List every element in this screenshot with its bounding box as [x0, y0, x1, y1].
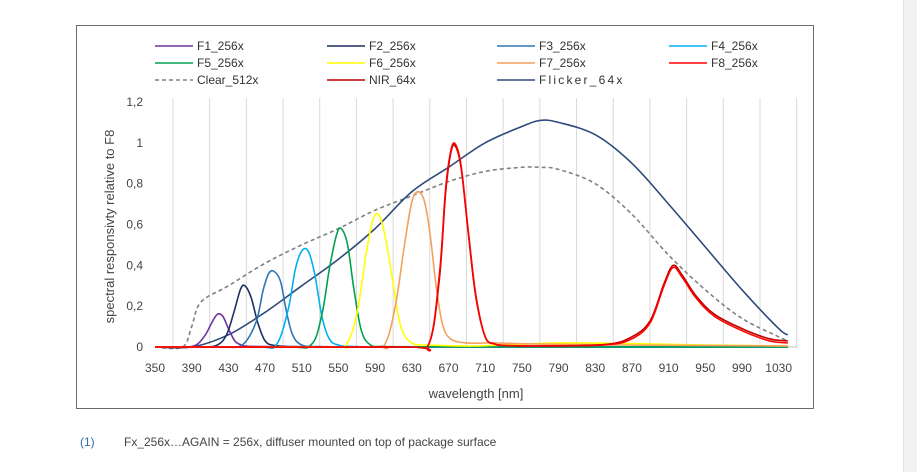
vertical-gridlines [172, 98, 798, 347]
x-tick-label: 910 [659, 361, 679, 375]
x-tick-label: 950 [695, 361, 715, 375]
legend-label-f1-256x: F1_256x [197, 39, 244, 53]
footnote-number: (1) [80, 435, 95, 449]
x-tick-label: 350 [145, 361, 165, 375]
series-line-f1-256x [154, 313, 788, 348]
legend-label-nir-64x: NIR_64x [369, 73, 416, 87]
x-tick-label: 990 [732, 361, 752, 375]
legend: F1_256x F2_256x F3_256x F4_256x F5_256x F6_25… [155, 39, 758, 87]
data-series [154, 119, 789, 352]
series-line-f7-256x [154, 191, 788, 350]
y-tick-label: 0,8 [126, 177, 143, 191]
x-tick-label: 510 [292, 361, 312, 375]
x-tick-label: 830 [585, 361, 605, 375]
x-tick-label: 590 [365, 361, 385, 375]
series-line-f3-256x [154, 269, 788, 349]
series-line-flicker-64x [154, 119, 789, 349]
legend-label-clear-512x: Clear_512x [197, 73, 258, 87]
y-tick-label: 0 [136, 340, 143, 354]
legend-label-f6-256x: F6_256x [369, 56, 416, 70]
legend-label-f4-256x: F4_256x [711, 39, 758, 53]
x-tick-label: 630 [402, 361, 422, 375]
legend-label-f2-256x: F2_256x [369, 39, 416, 53]
scrollbar-gutter[interactable] [903, 0, 917, 472]
x-axis-label: wavelength [nm] [428, 386, 524, 401]
series-line-f6-256x [154, 212, 788, 349]
y-tick-label: 1,2 [126, 95, 143, 109]
spectral-responsivity-chart: 0 0,2 0,4 0,6 0,8 1 1,2 350 390 430 470 510 550 590 6… [102, 39, 798, 401]
y-tick-label: 0,6 [126, 218, 143, 232]
y-axis-label: spectral responsivty relative to F8 [102, 130, 117, 324]
x-tick-labels: 350 390 430 470 510 550 590 630 670 710 750 790 830 8… [145, 361, 792, 375]
y-tick-label: 0,2 [126, 299, 143, 313]
x-tick-label: 750 [512, 361, 532, 375]
x-tick-label: 710 [475, 361, 495, 375]
footnote-text: Fx_256x…AGAIN = 256x, diffuser mounted o… [124, 435, 497, 449]
series-line-clear-512x [154, 166, 789, 350]
legend-label-f8-256x: F8_256x [711, 56, 758, 70]
footnote: (1) Fx_256x…AGAIN = 256x, diffuser mounte… [80, 435, 496, 449]
legend-label-f3-256x: F3_256x [539, 39, 586, 53]
x-tick-label: 790 [549, 361, 569, 375]
x-tick-label: 430 [218, 361, 238, 375]
x-tick-label: 670 [438, 361, 458, 375]
series-line-f5-256x [154, 227, 788, 349]
x-tick-label: 1030 [765, 361, 792, 375]
y-tick-labels: 0 0,2 0,4 0,6 0,8 1 1,2 [126, 95, 143, 354]
legend-label-f5-256x: F5_256x [197, 56, 244, 70]
legend-label-f7-256x: F7_256x [539, 56, 586, 70]
series-line-f8-256x [154, 142, 788, 352]
chart-frame: 0 0,2 0,4 0,6 0,8 1 1,2 350 390 430 470 510 550 590 6… [76, 25, 814, 409]
x-tick-label: 390 [182, 361, 202, 375]
legend-label-flicker-64x: Flicker_64x [539, 73, 625, 87]
x-tick-label: 870 [622, 361, 642, 375]
top-cropped-text-strip [0, 0, 917, 8]
x-tick-label: 550 [328, 361, 348, 375]
series-line-nir-64x [154, 144, 788, 352]
x-tick-label: 470 [255, 361, 275, 375]
y-tick-label: 1 [136, 136, 143, 150]
y-tick-label: 0,4 [126, 258, 143, 272]
